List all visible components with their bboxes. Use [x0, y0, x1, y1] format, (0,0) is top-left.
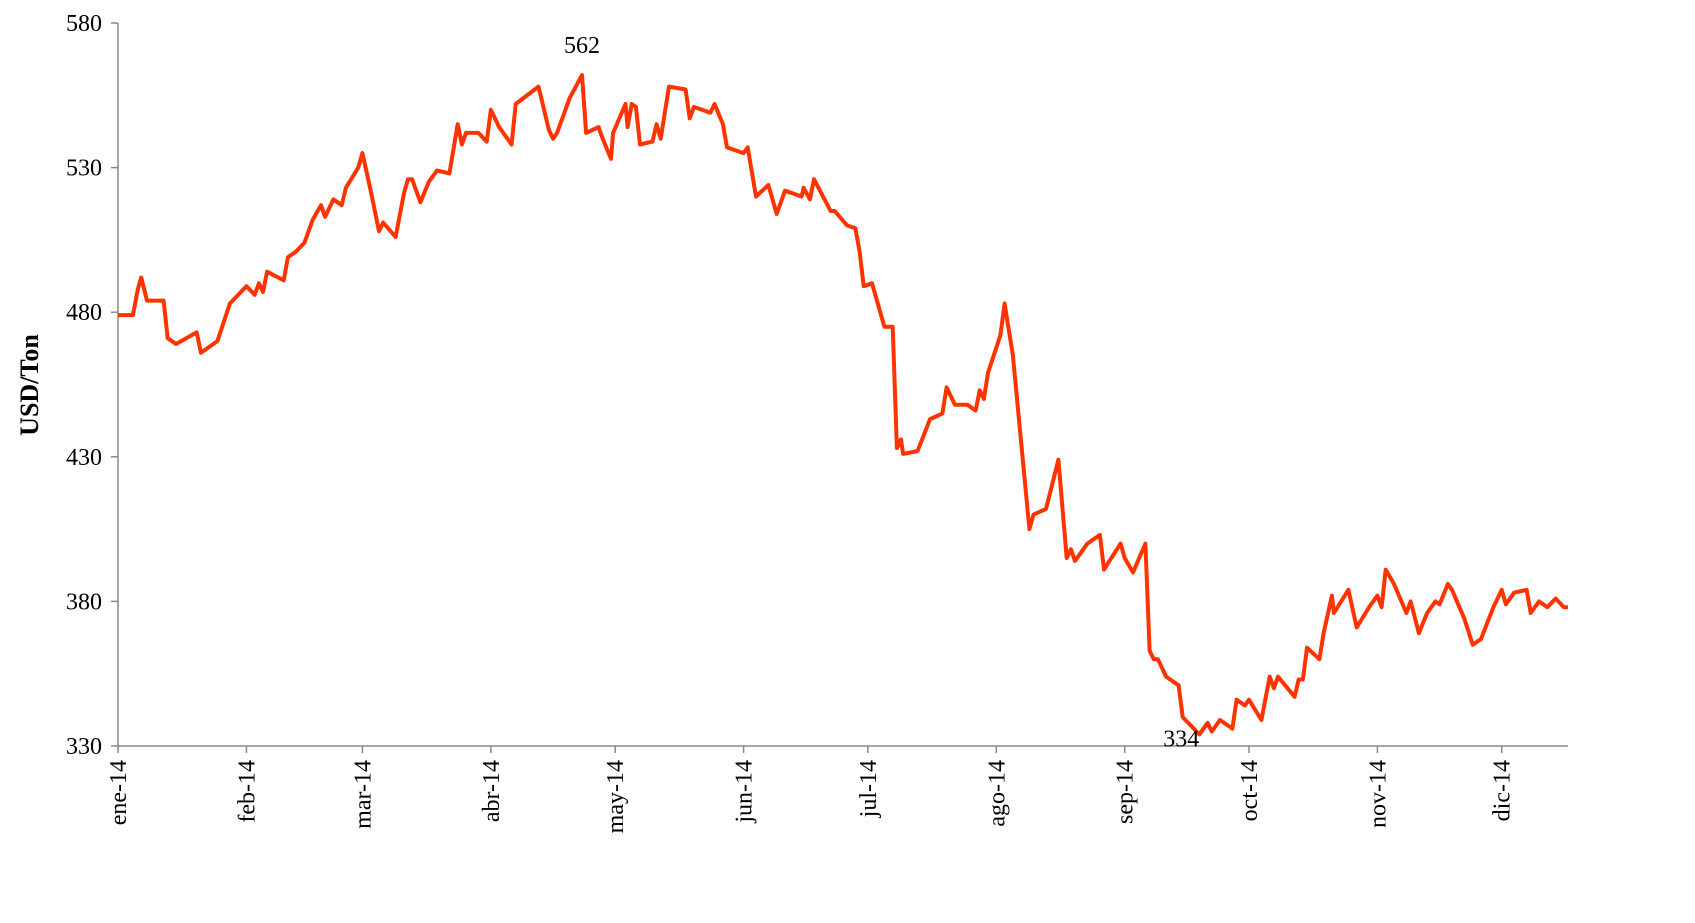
- y-tick-label: 380: [66, 589, 102, 615]
- y-tick-label: 530: [66, 156, 102, 182]
- y-tick-label: 330: [66, 734, 102, 760]
- x-tick-label: jul-14: [856, 760, 882, 818]
- x-tick-label: abr-14: [479, 760, 505, 822]
- x-tick-label: dic-14: [1490, 760, 1516, 821]
- y-tick-label: 430: [66, 445, 102, 471]
- x-tick-label: sep-14: [1113, 760, 1139, 824]
- x-tick-label: nov-14: [1365, 760, 1391, 828]
- x-tick-label: may-14: [603, 760, 629, 833]
- y-tick-label: 480: [66, 300, 102, 326]
- x-tick-label: feb-14: [234, 760, 260, 823]
- price-line: [118, 73, 1568, 737]
- x-tick-label: ago-14: [984, 760, 1010, 827]
- x-tick-label: jun-14: [732, 760, 758, 824]
- annotation-label: 562: [564, 33, 600, 59]
- y-axis-label: USD/Ton: [15, 334, 44, 436]
- x-tick-label: ene-14: [106, 760, 132, 825]
- x-tick-label: mar-14: [350, 760, 376, 829]
- annotation-label: 334: [1163, 726, 1199, 752]
- y-tick-label: 580: [66, 11, 102, 37]
- x-tick-label: oct-14: [1237, 760, 1263, 821]
